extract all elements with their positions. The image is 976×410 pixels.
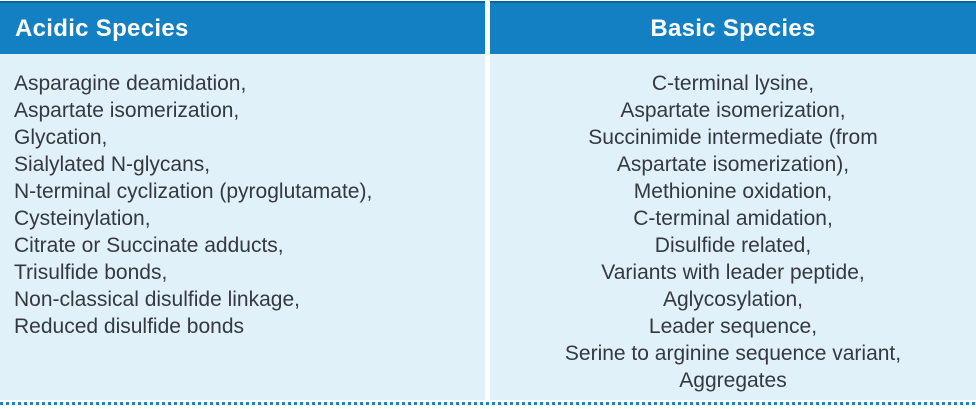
species-line: Trisulfide bonds, bbox=[14, 261, 168, 284]
species-line: N-terminal cyclization (pyroglutamate), bbox=[14, 180, 373, 203]
species-line: Leader sequence, bbox=[648, 315, 818, 338]
species-line: Citrate or Succinate adducts, bbox=[14, 234, 284, 257]
basic-species-list: C-terminal lysine, Aspartate isomerizati… bbox=[490, 54, 976, 400]
species-line: Non-classical disulfide linkage, bbox=[14, 288, 300, 311]
species-line: C-terminal lysine, bbox=[651, 72, 815, 95]
species-line: Reduced disulfide bonds bbox=[14, 315, 244, 338]
basic-species-column: Basic Species C-terminal lysine, Asparta… bbox=[490, 1, 976, 400]
species-line: Variants with leader peptide, bbox=[601, 261, 865, 284]
species-line: Disulfide related, bbox=[654, 234, 812, 257]
column-divider bbox=[485, 1, 490, 400]
acidic-species-list: Asparagine deamidation, Aspartate isomer… bbox=[0, 54, 485, 400]
species-line: Glycation, bbox=[14, 126, 108, 149]
species-line: Aspartate isomerization, bbox=[14, 99, 240, 122]
species-line: Aglycosylation, bbox=[662, 288, 804, 311]
basic-species-header: Basic Species bbox=[490, 1, 976, 54]
species-line: Aspartate isomerization, bbox=[620, 99, 846, 122]
acidic-species-header: Acidic Species bbox=[0, 1, 485, 54]
species-line: Aggregates bbox=[679, 369, 787, 392]
species-line: C-terminal amidation, bbox=[633, 207, 833, 230]
species-line: Sialylated N-glycans, bbox=[14, 153, 211, 176]
species-line: Asparagine deamidation, bbox=[14, 72, 247, 95]
bottom-dotted-divider bbox=[0, 402, 976, 405]
species-line: Cysteinylation, bbox=[14, 207, 151, 230]
acidic-species-column: Acidic Species Asparagine deamidation, A… bbox=[0, 1, 485, 400]
species-line: Methionine oxidation, bbox=[633, 180, 833, 203]
species-line: Succinimide intermediate (from bbox=[588, 126, 878, 149]
species-line: Aspartate isomerization), bbox=[616, 153, 850, 176]
species-line: Serine to arginine sequence variant, bbox=[564, 342, 902, 365]
table-columns: Acidic Species Asparagine deamidation, A… bbox=[0, 1, 976, 400]
